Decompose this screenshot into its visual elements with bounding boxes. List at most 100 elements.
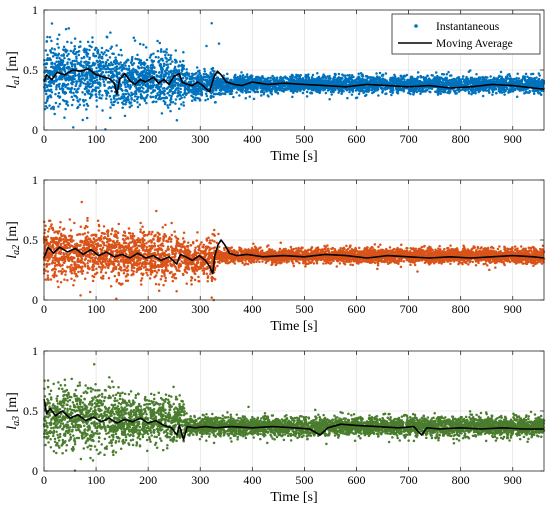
scatter-point xyxy=(350,75,354,79)
scatter-point xyxy=(156,39,159,43)
scatter-point xyxy=(136,101,139,104)
scatter-point xyxy=(214,89,218,92)
scatter-point xyxy=(90,90,94,93)
scatter-point xyxy=(78,79,81,83)
scatter-point xyxy=(76,105,80,109)
scatter-point xyxy=(147,68,150,72)
scatter-point xyxy=(187,88,190,91)
scatter-point xyxy=(146,93,149,97)
scatter-point xyxy=(136,65,140,68)
scatter-point xyxy=(472,83,476,86)
scatter-point xyxy=(95,78,99,82)
scatter-point xyxy=(252,97,256,101)
scatter-point xyxy=(64,107,67,111)
scatter-point xyxy=(110,68,113,71)
scatter-point xyxy=(73,64,77,68)
scatter-point xyxy=(330,93,333,96)
scatter-point xyxy=(307,87,310,91)
scatter-point xyxy=(109,116,112,120)
scatter-point xyxy=(359,72,363,75)
scatter-point xyxy=(270,93,274,96)
scatter-point xyxy=(137,61,141,65)
scatter-point xyxy=(316,78,320,81)
scatter-point xyxy=(58,87,62,90)
scatter-point xyxy=(57,85,61,88)
scatter-point xyxy=(159,48,163,51)
scatter-point xyxy=(144,71,147,74)
scatter-point xyxy=(98,59,101,62)
scatter-point xyxy=(385,79,388,82)
scatter-point xyxy=(86,52,90,56)
scatter-point xyxy=(82,66,85,69)
scatter-point xyxy=(49,58,52,62)
scatter-point xyxy=(89,65,93,68)
scatter-point xyxy=(50,22,54,25)
scatter-point xyxy=(171,100,175,104)
scatter-point xyxy=(48,36,52,39)
scatter-point xyxy=(45,85,49,89)
scatter-point xyxy=(324,86,327,90)
scatter-point xyxy=(64,50,68,54)
scatter-point xyxy=(142,66,146,70)
scatter-point xyxy=(271,87,275,91)
scatter-point xyxy=(395,91,399,94)
scatter-point xyxy=(94,54,98,58)
scatter-point xyxy=(147,71,151,75)
scatter-point xyxy=(109,98,113,101)
scatter-point xyxy=(163,102,167,106)
scatter-point xyxy=(168,103,172,106)
scatter-point xyxy=(73,71,77,75)
scatter-point xyxy=(76,88,79,91)
scatter-point xyxy=(111,103,114,106)
scatter-point xyxy=(83,87,87,91)
scatter-point xyxy=(124,64,127,67)
scatter-point xyxy=(122,102,125,106)
scatter-point xyxy=(71,59,75,63)
scatter-point xyxy=(145,65,148,69)
scatter-point xyxy=(124,103,127,106)
scatter-point xyxy=(91,82,94,86)
scatter-point xyxy=(85,116,89,120)
scatter-point xyxy=(73,94,76,97)
scatter-point xyxy=(428,86,432,90)
scatter-point xyxy=(61,75,64,79)
scatter-point xyxy=(63,63,67,67)
scatter-point xyxy=(80,78,83,81)
scatter-point xyxy=(183,96,186,99)
scatter-point xyxy=(85,63,88,66)
scatter-point xyxy=(150,53,153,56)
scatter-point xyxy=(52,51,55,55)
scatter-point xyxy=(406,78,409,82)
scatter-point xyxy=(107,74,110,77)
scatter-point xyxy=(532,92,536,95)
scatter-point xyxy=(172,72,175,76)
scatter-point xyxy=(88,92,92,96)
scatter-point xyxy=(324,91,328,95)
scatter-point xyxy=(123,81,126,84)
scatter-point xyxy=(205,83,208,86)
scatter-point xyxy=(65,77,69,81)
scatter-point xyxy=(90,78,94,81)
scatter-point xyxy=(346,96,349,100)
scatter-point xyxy=(171,83,175,86)
scatter-point xyxy=(61,84,64,88)
scatter-point xyxy=(173,70,176,73)
scatter-point xyxy=(469,80,472,84)
scatter-point xyxy=(212,95,215,99)
scatter-point xyxy=(113,69,117,72)
scatter-point xyxy=(162,62,166,66)
scatter-point xyxy=(413,77,417,81)
scatter-point xyxy=(151,100,154,104)
scatter-point xyxy=(184,93,188,96)
scatter-point xyxy=(66,82,70,86)
scatter-point xyxy=(66,61,69,64)
scatter-point xyxy=(487,85,491,89)
scatter-point xyxy=(93,88,97,92)
scatter-point xyxy=(162,99,165,103)
scatter-point xyxy=(134,90,137,93)
scatter-point xyxy=(129,77,133,81)
scatter-point xyxy=(141,90,144,93)
scatter-point xyxy=(126,96,129,99)
scatter-point xyxy=(461,75,465,78)
scatter-point xyxy=(169,109,172,113)
